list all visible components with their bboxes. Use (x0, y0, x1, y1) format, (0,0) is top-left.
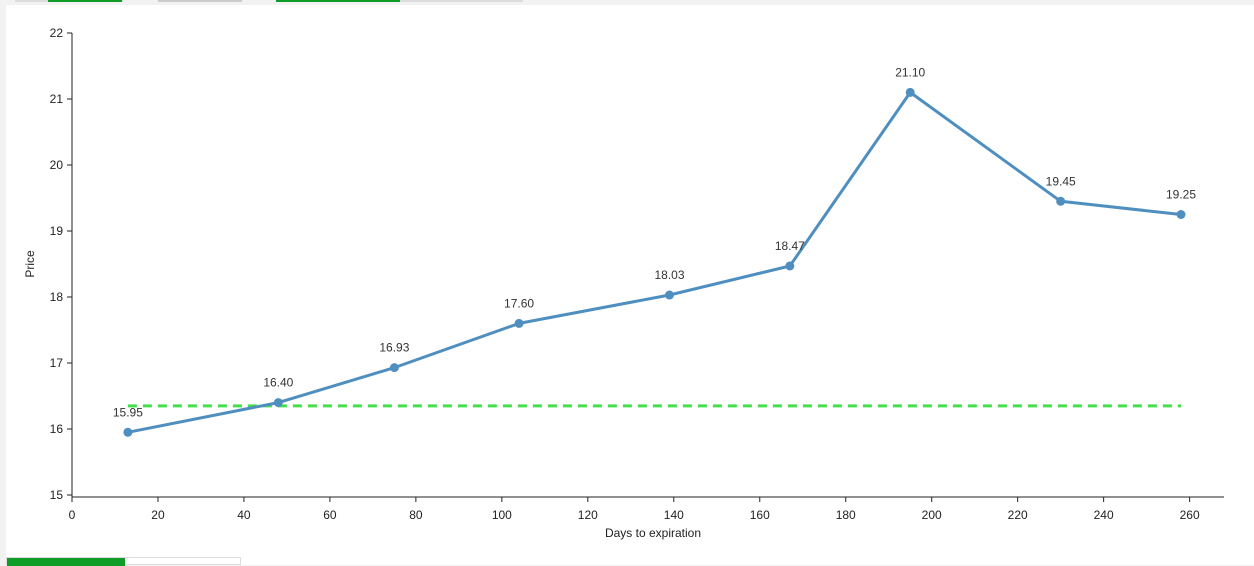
top-strip (0, 0, 1254, 5)
data-label-group: 15.95 16.40 16.93 17.60 18.03 18.47 21.10 19.45… (113, 65, 1196, 419)
x-tick-label: 160 (750, 508, 770, 522)
y-tick-label: 21 (50, 92, 64, 106)
x-tick-label: 240 (1094, 508, 1114, 522)
y-tick-label: 22 (50, 26, 64, 40)
data-label: 17.60 (504, 296, 534, 310)
x-tick-label: 180 (836, 508, 856, 522)
x-tick-label: 40 (237, 508, 251, 522)
x-tick-label: 200 (922, 508, 942, 522)
data-label: 16.40 (263, 376, 293, 390)
bottom-tab-active-indicator (7, 558, 125, 566)
series-group (123, 87, 1186, 437)
x-tick-label: 80 (409, 508, 423, 522)
bottom-tab[interactable] (6, 557, 241, 566)
x-tick-label: 20 (151, 508, 165, 522)
data-label: 19.45 (1046, 174, 1076, 188)
x-tick-label: 260 (1180, 508, 1200, 522)
data-point[interactable] (123, 427, 133, 437)
y-tick-label: 15 (50, 488, 64, 502)
data-point[interactable] (514, 318, 524, 328)
x-tick-label: 140 (664, 508, 684, 522)
data-label: 21.10 (895, 65, 925, 79)
y-tick-label: 20 (50, 158, 64, 172)
x-tick-label: 220 (1008, 508, 1028, 522)
data-label: 15.95 (113, 405, 143, 419)
y-tick-label: 18 (50, 290, 64, 304)
y-tick-label: 16 (50, 422, 64, 436)
data-point[interactable] (785, 261, 795, 271)
top-tab-3-active-indicator (276, 0, 400, 2)
top-tab-1-active-indicator (48, 0, 122, 2)
data-point[interactable] (389, 363, 399, 373)
data-point[interactable] (1056, 196, 1066, 206)
x-tick-label: 60 (323, 508, 337, 522)
y-axis-title: Price (23, 250, 37, 278)
x-tick-label: 0 (69, 508, 76, 522)
data-point[interactable] (664, 290, 674, 300)
top-tab-2[interactable] (158, 0, 242, 2)
x-tick-label: 120 (578, 508, 598, 522)
data-label: 18.47 (775, 239, 805, 253)
y-tick-label: 19 (50, 224, 64, 238)
data-point[interactable] (1176, 210, 1186, 219)
x-tick-label: 100 (492, 508, 512, 522)
data-label: 18.03 (654, 268, 684, 282)
chart-panel (6, 5, 1254, 565)
data-point[interactable] (273, 398, 283, 408)
data-label: 19.25 (1166, 188, 1196, 202)
y-tick-label: 17 (50, 356, 64, 370)
x-axis-title: Days to expiration (605, 526, 701, 540)
data-label: 16.93 (379, 341, 409, 355)
data-point[interactable] (905, 87, 915, 97)
